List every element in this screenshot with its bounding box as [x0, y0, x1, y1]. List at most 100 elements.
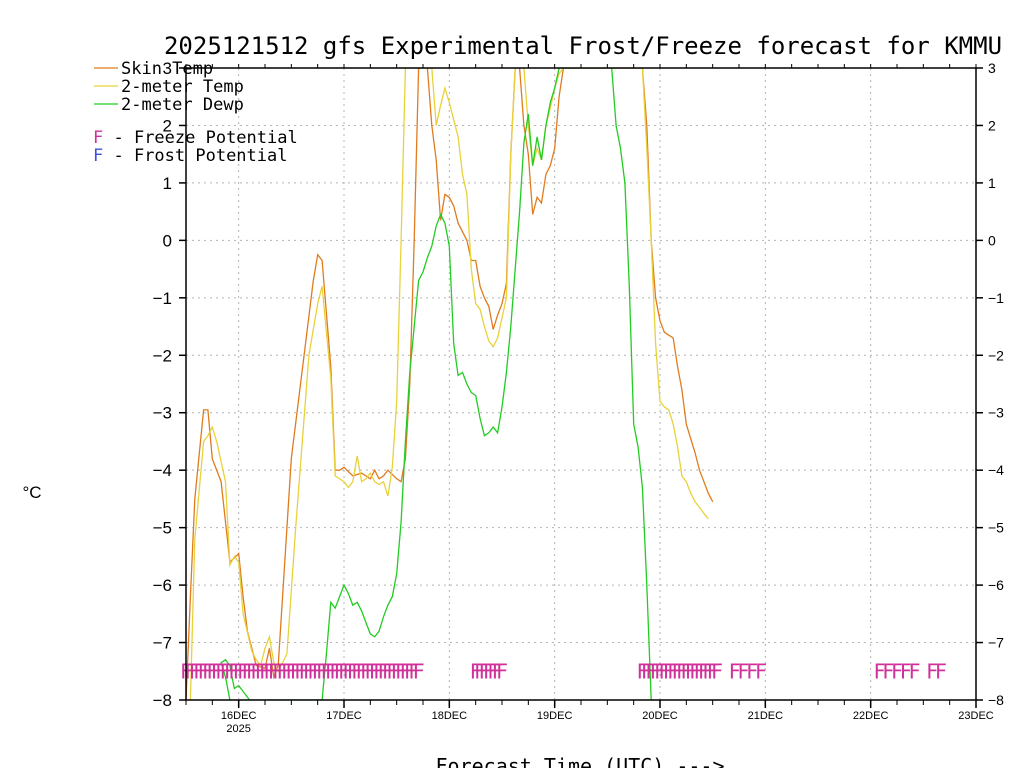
- plot-frame: [185, 67, 977, 701]
- freeze-potential-marker: F: [680, 659, 692, 683]
- freeze-potential-marker: F: [641, 659, 653, 683]
- freeze-potential-marker: F: [413, 659, 425, 683]
- x-tick-label: 22DEC: [853, 710, 889, 722]
- x-tick-label: 23DEC: [958, 710, 994, 722]
- series-layer: [186, 68, 714, 700]
- y-tick-label-right: 1: [988, 175, 996, 191]
- freeze-potential-marker: F: [255, 659, 267, 683]
- x-tick-label: 16DEC: [221, 710, 257, 722]
- legend-marker-text: - Frost Potential: [103, 146, 287, 166]
- x-tick-label: 19DEC: [537, 710, 573, 722]
- x-tick-label: 17DEC: [326, 710, 362, 722]
- y-tick-label-right: −4: [988, 462, 1004, 478]
- y-axis: −8 −8 −7 −7 −6 −6 −5 −5 −4 −4 −3 −3 −2 −2 −1 −1 0 0 1 1 2 2 3 3: [153, 59, 1005, 710]
- freeze-potential-marker: F: [356, 659, 368, 683]
- freeze-potential-marker: F: [307, 659, 319, 683]
- freeze-potential-marker: F: [658, 659, 670, 683]
- y-tick-label-right: −3: [988, 405, 1004, 421]
- freeze-potential-marker: F: [478, 659, 490, 683]
- freeze-potential-marker: F: [667, 659, 679, 683]
- y-tick-label: −5: [153, 519, 172, 538]
- y-tick-label-right: 2: [988, 117, 996, 133]
- freeze-potential-marker: F: [891, 659, 903, 683]
- y-tick-label-right: −8: [988, 692, 1004, 708]
- freeze-potential-marker: F: [382, 659, 394, 683]
- freeze-potential-marker: F: [342, 659, 354, 683]
- freeze-potential-marker: F: [325, 659, 337, 683]
- y-tick-label: −6: [153, 576, 172, 595]
- freeze-potential-marker: F: [900, 659, 912, 683]
- y-tick-label: 0: [163, 231, 172, 250]
- freeze-potential-marker: F: [694, 659, 706, 683]
- y-tick-label-right: −6: [988, 577, 1004, 593]
- y-tick-label-right: 0: [988, 232, 996, 248]
- y-tick-label: 2: [163, 116, 172, 135]
- series-line-2-meter-temp: [189, 68, 709, 700]
- freeze-potential-marker: F: [676, 659, 688, 683]
- freeze-potential-marker: F: [496, 659, 508, 683]
- legend-series-label: Skin Temp: [121, 59, 213, 79]
- freeze-potential-marker: F: [268, 659, 280, 683]
- y-tick-label: −1: [153, 289, 172, 308]
- freeze-potential-marker: F: [241, 659, 253, 683]
- freeze-potential-marker: F: [711, 659, 723, 683]
- series-line-2-meter-dewp: [220, 68, 652, 700]
- freeze-potential-marker: F: [399, 659, 411, 683]
- y-tick-label-right: −2: [988, 347, 1004, 363]
- x-tick-label: 21DEC: [748, 710, 784, 722]
- freeze-potential-marker: F: [259, 659, 271, 683]
- freeze-potential-marker: F: [189, 659, 201, 683]
- freeze-potential-marker: F: [707, 659, 719, 683]
- freeze-potential-marker: F: [650, 659, 662, 683]
- freeze-potential-marker: F: [729, 659, 741, 683]
- freeze-potential-marker: F: [334, 659, 346, 683]
- freeze-potential-marker: F: [316, 659, 328, 683]
- freeze-potential-marker: F: [202, 659, 214, 683]
- y-tick-label-right: −7: [988, 635, 1004, 651]
- freeze-potential-marker: F: [198, 659, 210, 683]
- y-tick-label: −4: [153, 461, 172, 480]
- freeze-potential-marker: F: [404, 659, 416, 683]
- legend-marker-glyph: F: [93, 146, 103, 166]
- y-tick-label: −2: [153, 346, 172, 365]
- freeze-potential-marker: F: [215, 659, 227, 683]
- freeze-potential-marker: F: [338, 659, 350, 683]
- freeze-potential-marker: F: [755, 659, 767, 683]
- freeze-potential-marker: F: [483, 659, 495, 683]
- freeze-potential-marker: F: [373, 659, 385, 683]
- y-tick-label-right: −5: [988, 520, 1004, 536]
- freeze-potential-marker: F: [935, 659, 947, 683]
- freeze-potential-marker: F: [654, 659, 666, 683]
- freeze-potential-marker: F: [487, 659, 499, 683]
- freeze-potential-marker: F: [220, 659, 232, 683]
- freeze-potential-marker: F: [250, 659, 262, 683]
- legend-marker-glyph: F: [93, 128, 103, 148]
- freeze-potential-marker: F: [320, 659, 332, 683]
- y-tick-label: −3: [153, 404, 172, 423]
- freeze-potential-marker: F: [184, 659, 196, 683]
- legend-series-label: 2-meter Dewp: [121, 95, 244, 115]
- y-tick-label-right: 3: [988, 60, 996, 76]
- freeze-potential-marker: F: [689, 659, 701, 683]
- freeze-potential-marker: F: [206, 659, 218, 683]
- x-tick-sublabel: 2025: [226, 723, 250, 735]
- freeze-potential-marker: F: [237, 659, 249, 683]
- freeze-potential-marker: F: [474, 659, 486, 683]
- freeze-potential-marker: F: [233, 659, 245, 683]
- freeze-potential-marker: F: [312, 659, 324, 683]
- freeze-potential-marker: F: [351, 659, 363, 683]
- y-tick-label: 1: [163, 174, 172, 193]
- freeze-potential-marker: F: [882, 659, 894, 683]
- freeze-potential-marker: F: [228, 659, 240, 683]
- legend-marker-entry: F - Frost Potential: [93, 146, 287, 166]
- freeze-potential-marker: F: [303, 659, 315, 683]
- freeze-potential-marker: F: [873, 659, 885, 683]
- y-tick-label: 3: [163, 59, 172, 78]
- freeze-potential-marker: F: [347, 659, 359, 683]
- freeze-potential-marker: F: [909, 659, 921, 683]
- freeze-potential-marker: F: [663, 659, 675, 683]
- freeze-potential-marker: F: [277, 659, 289, 683]
- y-tick-label: −7: [153, 634, 172, 653]
